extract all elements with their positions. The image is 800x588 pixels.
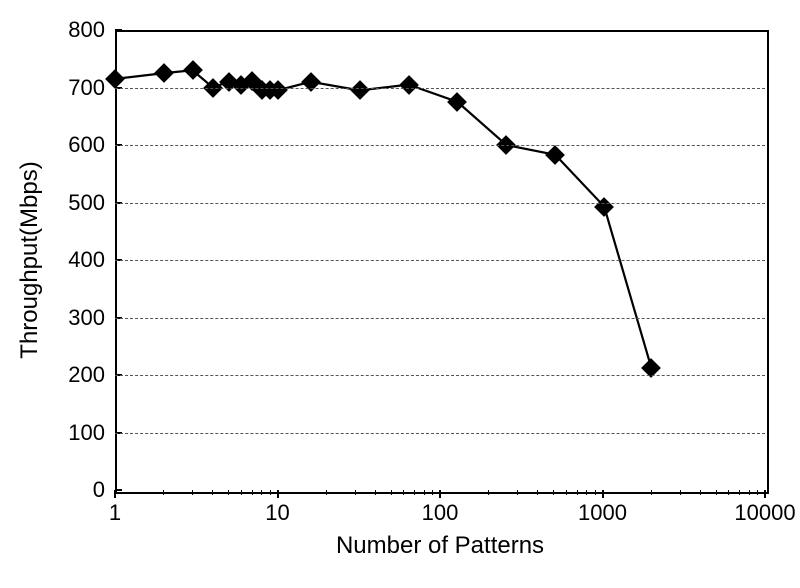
y-tick-label: 300 [55,305,105,331]
y-tick-label: 100 [55,420,105,446]
throughput-chart: 0 100 200 300 400 500 600 700 800 1 10 100 1000 1000… [0,0,800,588]
x-tick-label: 1000 [578,500,627,526]
y-tick-label: 600 [55,132,105,158]
y-tick-label: 400 [55,247,105,273]
y-tick-label: 200 [55,362,105,388]
x-tick-label: 1 [109,500,121,526]
y-tick-label: 700 [55,75,105,101]
x-axis-label: Number of Patterns [336,532,544,560]
x-tick-label: 100 [422,500,459,526]
x-tick-label: 10000 [734,500,795,526]
y-tick-label: 800 [55,17,105,43]
y-tick-label: 500 [55,190,105,216]
y-axis-label: Throughput(Mbps) [16,161,44,358]
x-tick-label: 10 [265,500,289,526]
y-tick-label: 0 [55,477,105,503]
